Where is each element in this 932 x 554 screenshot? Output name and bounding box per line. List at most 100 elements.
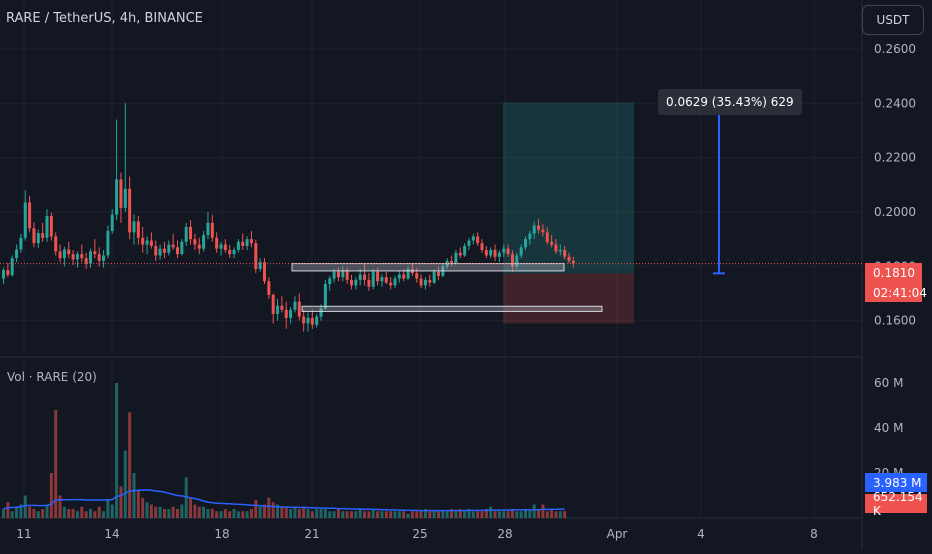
candle [84,252,88,270]
candle-body [232,250,236,255]
candle [54,232,58,256]
candle [510,250,514,272]
candle-body [502,248,506,253]
volume-bar [454,511,458,518]
candle-body [332,271,336,279]
candle-body [89,251,92,264]
volume-bar [315,509,319,518]
candle-body [458,252,462,256]
candle [67,241,71,259]
volume-bar [541,504,545,518]
candle-body [428,279,432,283]
volume-bar [323,509,327,518]
candle [162,241,166,259]
volume-bar [232,509,236,518]
candle-body [193,239,197,245]
volume-bar [341,511,345,518]
time-tick-label: 8 [810,527,818,541]
candle-body [558,250,562,252]
candle [2,267,5,284]
candle [197,237,201,255]
candle [458,247,462,259]
volume-bar [171,506,175,518]
candle-body [528,233,532,240]
candle-body [284,309,288,318]
volume-bar [254,500,258,518]
candle [32,222,36,248]
volume-bar [489,506,493,518]
time-tick-label: 11 [16,527,31,541]
candle [528,230,532,245]
candle-body [406,269,410,279]
candle-body [245,239,249,246]
volume-bar [62,506,66,518]
volume-bar [210,509,214,518]
candle-body [315,316,319,325]
candle [310,309,314,329]
price-tick-label: 0.2400 [874,96,916,110]
measure-arrow[interactable] [709,101,729,275]
volume-bar [2,509,5,518]
candle [241,233,245,251]
volume-bar [371,509,375,518]
volume-bar [354,511,358,518]
volume-bar [506,511,510,518]
volume-bar [176,509,179,518]
candle-body [206,222,210,236]
volume-bar [432,511,436,518]
candle-body [358,274,362,280]
candle-body [149,240,153,246]
candle-body [189,226,193,240]
volume-bar [23,495,27,518]
position-zones [503,102,634,324]
candle-body [210,222,214,238]
candle [115,119,119,221]
volume-bar [458,509,462,518]
candle [319,304,323,321]
volume-bar [180,504,184,518]
candle [236,239,240,253]
volume-bar [19,504,23,518]
time-tick-label: 4 [697,527,705,541]
candle-body [23,202,27,238]
candle-body [36,233,40,244]
candle-body [415,273,419,279]
volume-bar [450,509,454,518]
candle-body [258,262,262,270]
candle [80,244,84,263]
volume-bar [350,511,353,518]
candle [215,232,219,253]
volume-bar [306,509,310,518]
volume-bar [467,509,471,518]
volume-bar [363,511,367,518]
candle [554,239,558,255]
volume-bar [493,511,497,518]
volume-bar [32,509,36,518]
volume-bar [228,511,232,518]
volume-bar [54,410,58,518]
candle [210,214,214,242]
candle-body [402,274,406,279]
volume-bar [136,491,140,518]
volume-bar [410,511,414,518]
candle [524,236,527,251]
candle [141,226,145,253]
volume-bar [310,511,314,518]
currency-button[interactable]: USDT [862,5,924,35]
volume-bar [267,497,271,518]
volume-bar [415,511,419,518]
volume-bar [115,383,119,518]
volume-bar [10,511,14,518]
volume-bar [154,506,158,518]
candle-body [241,241,245,246]
candle-body [6,270,10,276]
candle-body [202,235,206,249]
candle [293,296,297,313]
candle [350,275,353,290]
volume-bar [67,509,71,518]
candle [550,235,554,248]
candle [171,233,175,251]
volume-bar [197,506,201,518]
